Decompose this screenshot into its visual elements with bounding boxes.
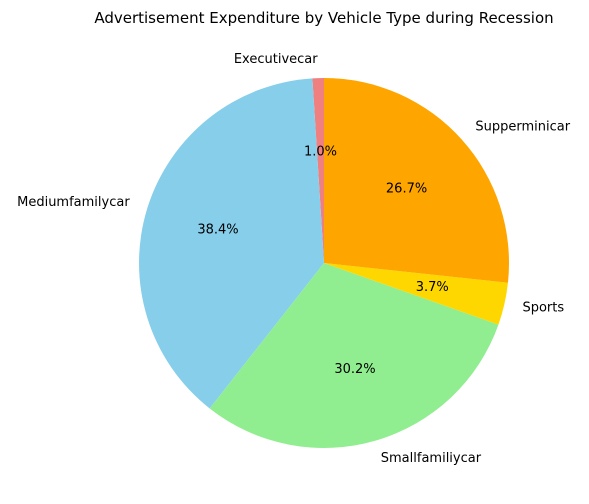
pie-pct-label-mediumfamilycar: 38.4% (197, 223, 238, 238)
pie-slice-supperminicar (324, 78, 510, 283)
pie-category-label-sports: Sports (522, 301, 564, 316)
pie-pct-label-sports: 3.7% (416, 280, 449, 295)
pie-category-label-smallfamiliycar: Smallfamiliycar (381, 451, 482, 466)
pie-slice-mediumfamilycar (139, 78, 324, 409)
pie-labels: 1.0% Executivecar 38.4% Mediumfamilycar 30.2… (17, 52, 571, 466)
pie-slice-sports (324, 263, 508, 325)
pie-pct-label-smallfamiliycar: 30.2% (334, 362, 375, 377)
pie-category-label-executivecar: Executivecar (234, 52, 318, 67)
pie-slices (139, 78, 510, 448)
pie-category-label-mediumfamilycar: Mediumfamilycar (17, 195, 130, 210)
pie-slice-executivecar (312, 78, 324, 263)
chart-title: Advertisement Expenditure by Vehicle Typ… (94, 9, 553, 27)
pie-slice-smallfamiliycar (209, 263, 499, 448)
pie-pct-label-supperminicar: 26.7% (386, 181, 427, 196)
pie-category-label-supperminicar: Supperminicar (475, 119, 570, 134)
pie-pct-label-executivecar: 1.0% (304, 145, 337, 160)
